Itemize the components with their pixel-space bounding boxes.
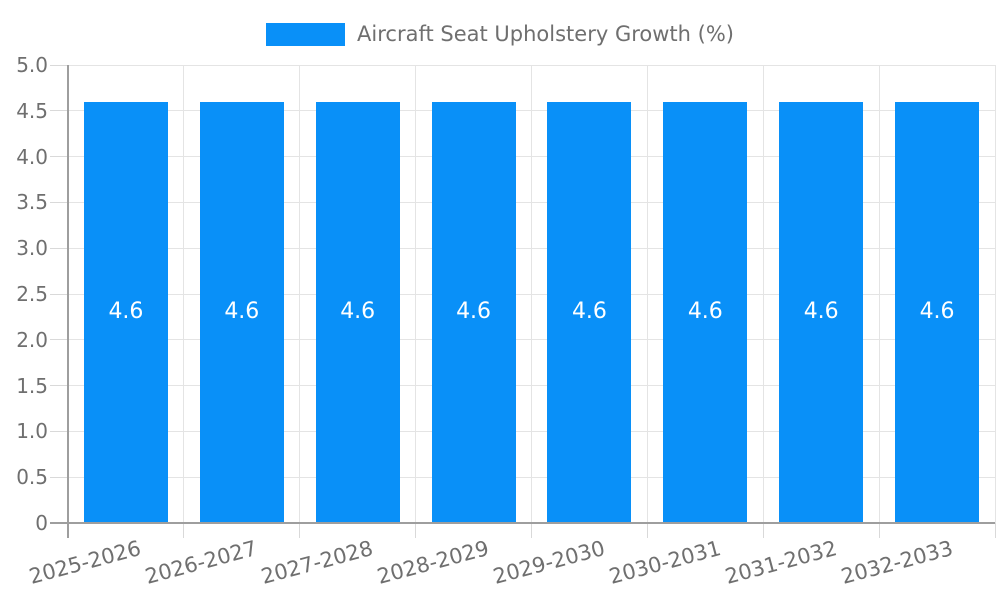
y-axis-tick bbox=[50, 201, 68, 203]
x-gridline bbox=[183, 65, 185, 523]
x-tick-label[interactable]: 2032-2033 bbox=[838, 536, 956, 589]
x-tick-label[interactable]: 2026-2027 bbox=[142, 536, 260, 589]
bar[interactable] bbox=[199, 101, 284, 523]
bar-value-label: 4.6 bbox=[803, 299, 839, 325]
y-tick-label: 1.5 bbox=[16, 373, 48, 398]
x-gridline bbox=[878, 65, 880, 523]
x-tick-label[interactable]: 2031-2032 bbox=[722, 536, 840, 589]
x-axis-tick bbox=[762, 523, 764, 538]
y-tick-label: 0.5 bbox=[16, 465, 48, 490]
x-axis-tick bbox=[183, 523, 185, 538]
x-axis-tick bbox=[531, 523, 532, 538]
x-gridline bbox=[299, 65, 301, 523]
x-tick-label[interactable]: 2028-2029 bbox=[374, 536, 492, 589]
y-axis-tick bbox=[50, 64, 68, 66]
x-axis-line bbox=[50, 522, 995, 524]
y-tick-label: 4.5 bbox=[16, 98, 48, 123]
x-axis-tick bbox=[299, 523, 301, 538]
y-axis-line bbox=[67, 65, 69, 538]
bar-value-label: 4.6 bbox=[919, 299, 955, 325]
x-gridline bbox=[762, 65, 764, 523]
x-gridline bbox=[531, 65, 532, 523]
bar[interactable] bbox=[431, 101, 516, 523]
y-tick-label: 3.5 bbox=[16, 190, 48, 215]
bar-value-label: 4.6 bbox=[340, 299, 376, 325]
bar[interactable] bbox=[315, 101, 400, 523]
y-tick-label: 3.0 bbox=[16, 236, 48, 261]
y-tick-label: 4.0 bbox=[16, 144, 48, 169]
chart-legend[interactable]: Aircraft Seat Upholstery Growth (%) bbox=[0, 22, 1000, 46]
bar[interactable] bbox=[663, 101, 748, 523]
y-axis-tick bbox=[50, 247, 68, 249]
y-axis-tick bbox=[50, 156, 68, 158]
bar[interactable] bbox=[83, 101, 168, 523]
y-tick-label: 2.0 bbox=[16, 327, 48, 352]
x-axis-tick bbox=[646, 523, 648, 538]
bar-value-label: 4.6 bbox=[108, 299, 144, 325]
bar[interactable] bbox=[895, 101, 980, 523]
x-axis-tick bbox=[415, 523, 417, 538]
x-tick-label[interactable]: 2030-2031 bbox=[606, 536, 724, 589]
bar-value-label: 4.6 bbox=[456, 299, 492, 325]
y-axis-tick bbox=[50, 385, 68, 387]
bar[interactable] bbox=[779, 101, 864, 523]
x-gridline bbox=[415, 65, 417, 523]
x-axis-tick bbox=[994, 523, 996, 538]
y-tick-label: 5.0 bbox=[16, 53, 48, 77]
x-axis-tick bbox=[878, 523, 880, 538]
bar-value-label: 4.6 bbox=[224, 299, 260, 325]
y-axis-tick bbox=[50, 430, 68, 432]
x-gridline bbox=[994, 65, 996, 523]
legend-swatch bbox=[266, 22, 346, 46]
x-tick-label[interactable]: 2027-2028 bbox=[258, 536, 376, 589]
bar-value-label: 4.6 bbox=[571, 299, 607, 325]
bar[interactable] bbox=[547, 101, 632, 523]
x-tick-label[interactable]: 2025-2026 bbox=[27, 536, 144, 589]
y-axis-tick bbox=[50, 293, 68, 295]
y-axis-tick bbox=[50, 476, 68, 478]
y-tick-label: 0 bbox=[35, 511, 48, 535]
y-axis-tick bbox=[50, 110, 68, 112]
x-gridline bbox=[646, 65, 648, 523]
legend-label: Aircraft Seat Upholstery Growth (%) bbox=[357, 22, 734, 46]
y-tick-label: 1.0 bbox=[16, 419, 48, 444]
y-tick-label: 2.5 bbox=[16, 282, 48, 306]
y-axis-tick bbox=[50, 339, 68, 341]
bar-value-label: 4.6 bbox=[687, 299, 723, 325]
x-tick-label[interactable]: 2029-2030 bbox=[490, 536, 608, 589]
